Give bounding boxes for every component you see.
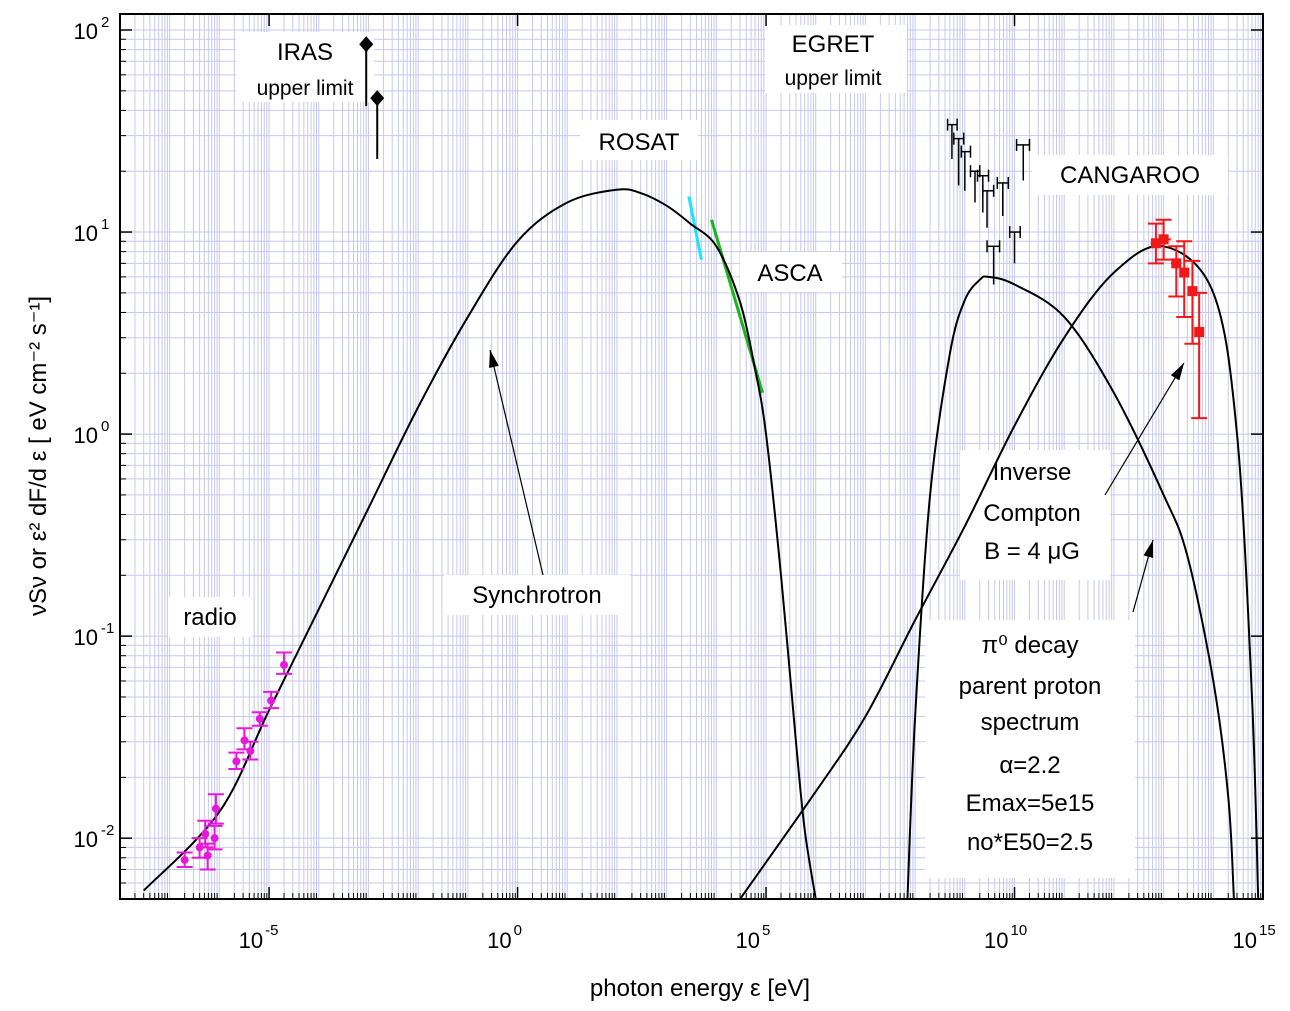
inverse-compton-curve bbox=[739, 244, 1260, 900]
plot-frame bbox=[119, 13, 1264, 900]
y-tick-label: 10 bbox=[74, 19, 98, 44]
annotation-pion-line1: π⁰ decay bbox=[982, 632, 1079, 659]
annotation-egret: EGRET bbox=[792, 31, 875, 58]
annotation-ic-line3: B = 4 μG bbox=[984, 538, 1080, 565]
y-tick-label: 10 bbox=[74, 221, 98, 246]
x-tick-label-exponent: 10 bbox=[1011, 922, 1028, 939]
synchrotron-arrow-head bbox=[489, 350, 499, 368]
annotation-radio: radio bbox=[183, 604, 236, 631]
synchrotron-arrow bbox=[489, 349, 544, 576]
annotation-asca: ASCA bbox=[757, 260, 822, 287]
label-background bbox=[236, 32, 374, 102]
y-tick-label: 10 bbox=[74, 423, 98, 448]
annotation-cangaroo: CANGAROO bbox=[1060, 162, 1200, 189]
radio-point bbox=[180, 855, 189, 864]
label-background bbox=[168, 597, 252, 637]
annotation-arrows bbox=[489, 349, 1185, 613]
cangaroo-point bbox=[1194, 327, 1205, 338]
annotation-pion-line6: no*E50=2.5 bbox=[967, 829, 1093, 856]
iras-upper-limit-point bbox=[370, 90, 385, 107]
x-tick-label: 10 bbox=[1233, 928, 1257, 953]
model-curves bbox=[142, 188, 1260, 900]
synchrotron-curve bbox=[142, 188, 817, 900]
y-axis-label: νSν or ε² dF/d ε [ eV cm⁻² s⁻¹] bbox=[25, 296, 52, 616]
radio-point bbox=[246, 747, 255, 756]
label-background bbox=[580, 120, 698, 160]
label-background bbox=[444, 575, 630, 615]
label-background bbox=[1032, 155, 1228, 195]
label-backgrounds bbox=[168, 25, 1228, 878]
annotation-pion-line4: α=2.2 bbox=[999, 752, 1060, 779]
iras-upper-limit-point bbox=[359, 36, 374, 53]
y-tick-label-exponent: -1 bbox=[101, 620, 114, 637]
annotation-ic-line2: Compton bbox=[983, 500, 1080, 527]
x-tick-label: 10 bbox=[487, 928, 511, 953]
annotation-pion-line2: parent proton bbox=[959, 673, 1102, 700]
radio-point bbox=[267, 696, 276, 705]
radio-point bbox=[280, 660, 289, 669]
x-tick-label: 10 bbox=[984, 928, 1008, 953]
x-tick-label: 10 bbox=[736, 928, 760, 953]
label-background bbox=[960, 450, 1110, 580]
annotation-ic-line1: Inverse bbox=[993, 459, 1072, 486]
annotation-rosat: ROSAT bbox=[599, 129, 680, 156]
radio-point bbox=[211, 804, 220, 813]
radio-point bbox=[201, 829, 210, 838]
label-background bbox=[765, 25, 907, 93]
y-tick-label-exponent: 0 bbox=[101, 418, 109, 435]
decay-curve bbox=[906, 275, 1235, 900]
annotation-pion-line3: spectrum bbox=[981, 709, 1080, 736]
cangaroo-point bbox=[1179, 267, 1190, 278]
x-tick-label-exponent: 0 bbox=[514, 922, 522, 939]
annotation-pion-line5: Emax=5e15 bbox=[966, 790, 1095, 817]
radio-point bbox=[255, 714, 264, 723]
x-axis-label: photon energy ε [eV] bbox=[590, 975, 810, 1002]
inverse-compton-arrow bbox=[1104, 362, 1185, 496]
radio-point bbox=[210, 834, 219, 843]
label-background bbox=[740, 252, 842, 292]
cangaroo-point bbox=[1150, 238, 1161, 249]
y-tick-label: 10 bbox=[74, 827, 98, 852]
inverse-compton-arrow-head bbox=[1170, 363, 1184, 381]
x-tick-label-exponent: 15 bbox=[1259, 922, 1276, 939]
annotation-egret-upper-limit: upper limit bbox=[785, 67, 882, 90]
cangaroo-point bbox=[1171, 258, 1182, 269]
annotation-synchrotron: Synchrotron bbox=[472, 582, 601, 609]
cangaroo-point bbox=[1187, 286, 1198, 297]
radio-point bbox=[232, 757, 241, 766]
data-points bbox=[176, 36, 1208, 871]
x-tick-label: 10 bbox=[239, 928, 263, 953]
y-tick-label-exponent: 1 bbox=[101, 216, 109, 233]
x-tick-label-exponent: -5 bbox=[265, 922, 278, 939]
cangaroo-point bbox=[1158, 234, 1169, 245]
radio-point bbox=[240, 736, 249, 745]
pion-decay-arrow-head bbox=[1143, 540, 1154, 558]
y-tick-label: 10 bbox=[74, 625, 98, 650]
label-background bbox=[925, 620, 1135, 878]
x-tick-label-exponent: 5 bbox=[762, 922, 770, 939]
y-tick-label-exponent: -2 bbox=[101, 822, 114, 839]
y-tick-label-exponent: 2 bbox=[101, 14, 109, 31]
radio-point bbox=[203, 851, 212, 860]
annotation-iras: IRAS bbox=[277, 39, 333, 66]
annotation-iras-upper-limit: upper limit bbox=[257, 77, 354, 100]
